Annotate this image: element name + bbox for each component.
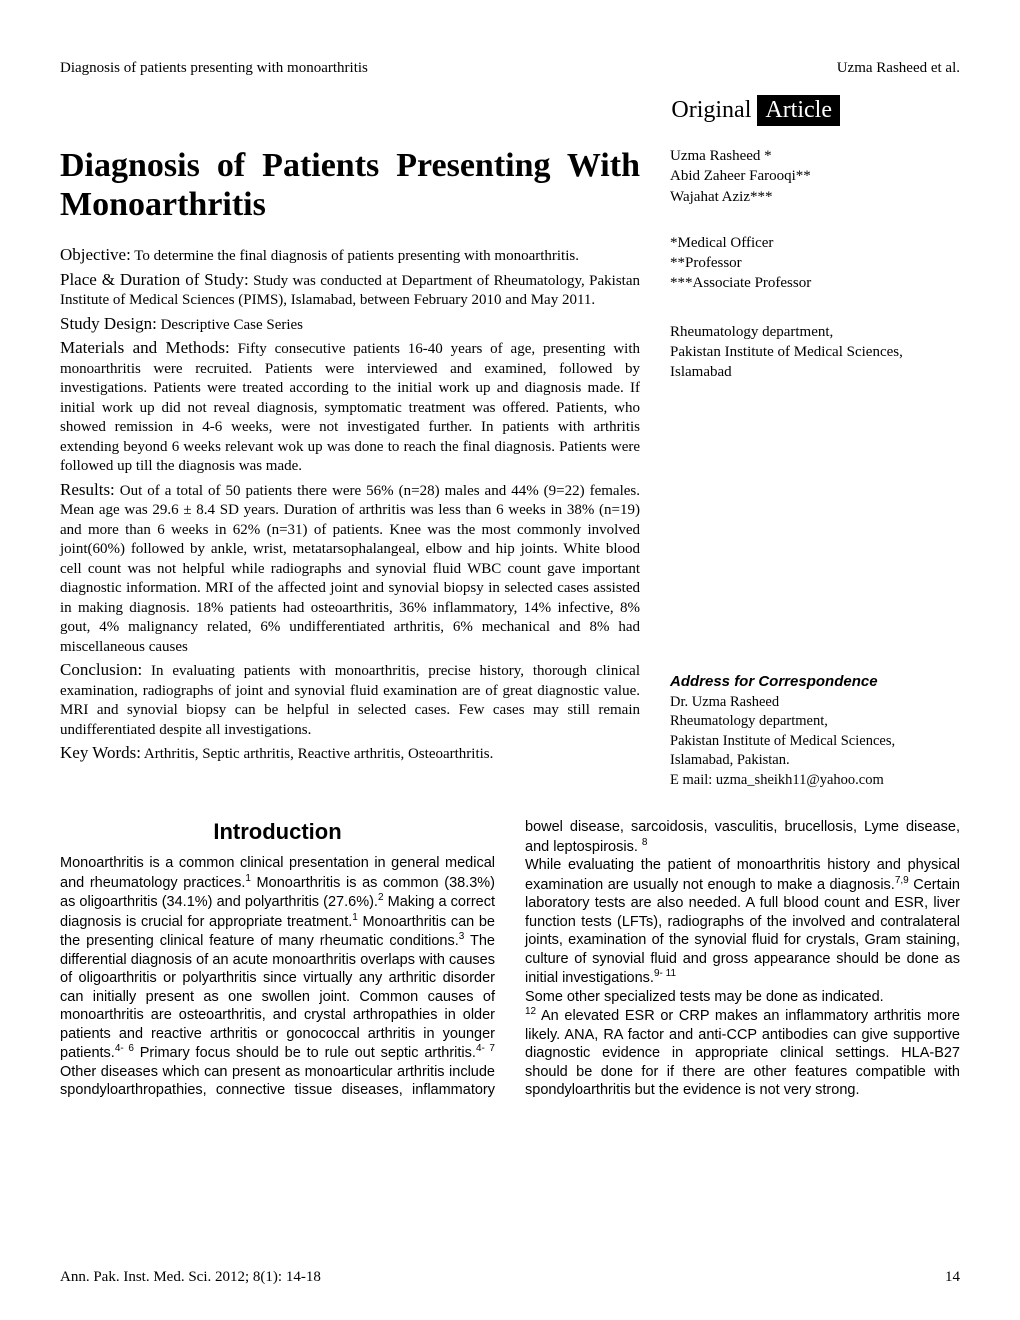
author-2: Abid Zaheer Farooqi** [670, 166, 960, 186]
department-line-2: Pakistan Institute of Medical Sciences, [670, 342, 960, 362]
intro-text-1f: Primary focus should be to rule out sept… [134, 1045, 476, 1061]
abstract-block: Objective: To determine the final diagno… [60, 244, 640, 765]
results-text: Out of a total of 50 patients there were… [60, 483, 640, 655]
article-type-label: OriginalArticle [60, 95, 960, 126]
keywords-label: Key Words: [60, 743, 141, 762]
footer-citation: Ann. Pak. Inst. Med. Sci. 2012; 8(1): 14… [60, 1269, 321, 1286]
place-label: Place & Duration of Study: [60, 270, 249, 289]
affiliation-3: ***Associate Professor [670, 273, 960, 293]
introduction-body: Monoarthritis is a common clinical prese… [60, 818, 960, 1100]
affiliations-block: *Medical Officer **Professor ***Associat… [670, 233, 960, 294]
article-label-word2: Article [757, 95, 840, 126]
correspondence-email: E mail: uzma_sheikh11@yahoo.com [670, 771, 960, 791]
department-line-1: Rheumatology department, [670, 322, 960, 342]
article-title: Diagnosis of Patients Presenting With Mo… [60, 146, 640, 224]
results-label: Results: [60, 480, 115, 499]
running-header: Diagnosis of patients presenting with mo… [60, 60, 960, 77]
correspondence-line-1: Dr. Uzma Rasheed [670, 693, 960, 713]
ref-9-11: 9- 11 [654, 968, 676, 979]
correspondence-block: Address for Correspondence Dr. Uzma Rash… [670, 672, 960, 790]
methods-text: Fifty consecutive patients 16-40 years o… [60, 341, 640, 474]
ref-7-9: 7,9 [895, 875, 909, 886]
design-label: Study Design: [60, 314, 157, 333]
correspondence-line-4: Islamabad, Pakistan. [670, 751, 960, 771]
ref-4-6: 4- 6 [115, 1043, 134, 1054]
correspondence-line-2: Rheumatology department, [670, 712, 960, 732]
correspondence-title: Address for Correspondence [670, 672, 960, 692]
ref-8: 8 [642, 837, 648, 848]
department-block: Rheumatology department, Pakistan Instit… [670, 322, 960, 383]
introduction-heading: Introduction [60, 818, 495, 846]
correspondence-line-3: Pakistan Institute of Medical Sciences, [670, 732, 960, 752]
intro-text-2c: Certain laboratory tests are also needed… [525, 877, 960, 987]
affiliation-2: **Professor [670, 253, 960, 273]
conclusion-text: In evaluating patients with monoarthriti… [60, 663, 640, 738]
authors-block: Uzma Rasheed * Abid Zaheer Farooqi** Waj… [670, 146, 960, 207]
intro-text-1e: The differential diagnosis of an acute m… [60, 933, 495, 1061]
ref-12: 12 [525, 1006, 536, 1017]
design-text: Descriptive Case Series [157, 317, 303, 333]
keywords-text: Arthritis, Septic arthritis, Reactive ar… [141, 746, 493, 762]
affiliation-1: *Medical Officer [670, 233, 960, 253]
methods-label: Materials and Methods: [60, 338, 230, 357]
introduction-section: Introduction Monoarthritis is a common c… [60, 818, 960, 1100]
running-title-right: Uzma Rasheed et al. [837, 60, 960, 77]
article-label-word1: Original [665, 95, 757, 126]
footer-page-number: 14 [945, 1269, 960, 1286]
objective-label: Objective: [60, 245, 131, 264]
author-1: Uzma Rasheed * [670, 146, 960, 166]
running-title-left: Diagnosis of patients presenting with mo… [60, 60, 368, 77]
conclusion-label: Conclusion: [60, 660, 142, 679]
author-3: Wajahat Aziz*** [670, 187, 960, 207]
intro-text-2e: An elevated ESR or CRP makes an inflamma… [525, 1008, 960, 1098]
page-footer: Ann. Pak. Inst. Med. Sci. 2012; 8(1): 14… [60, 1269, 960, 1286]
department-line-3: Islamabad [670, 362, 960, 382]
ref-4-7: 4- 7 [476, 1043, 495, 1054]
intro-text-2d: Some other specialized tests may be done… [525, 989, 884, 1005]
objective-text: To determine the final diagnosis of pati… [131, 248, 579, 264]
